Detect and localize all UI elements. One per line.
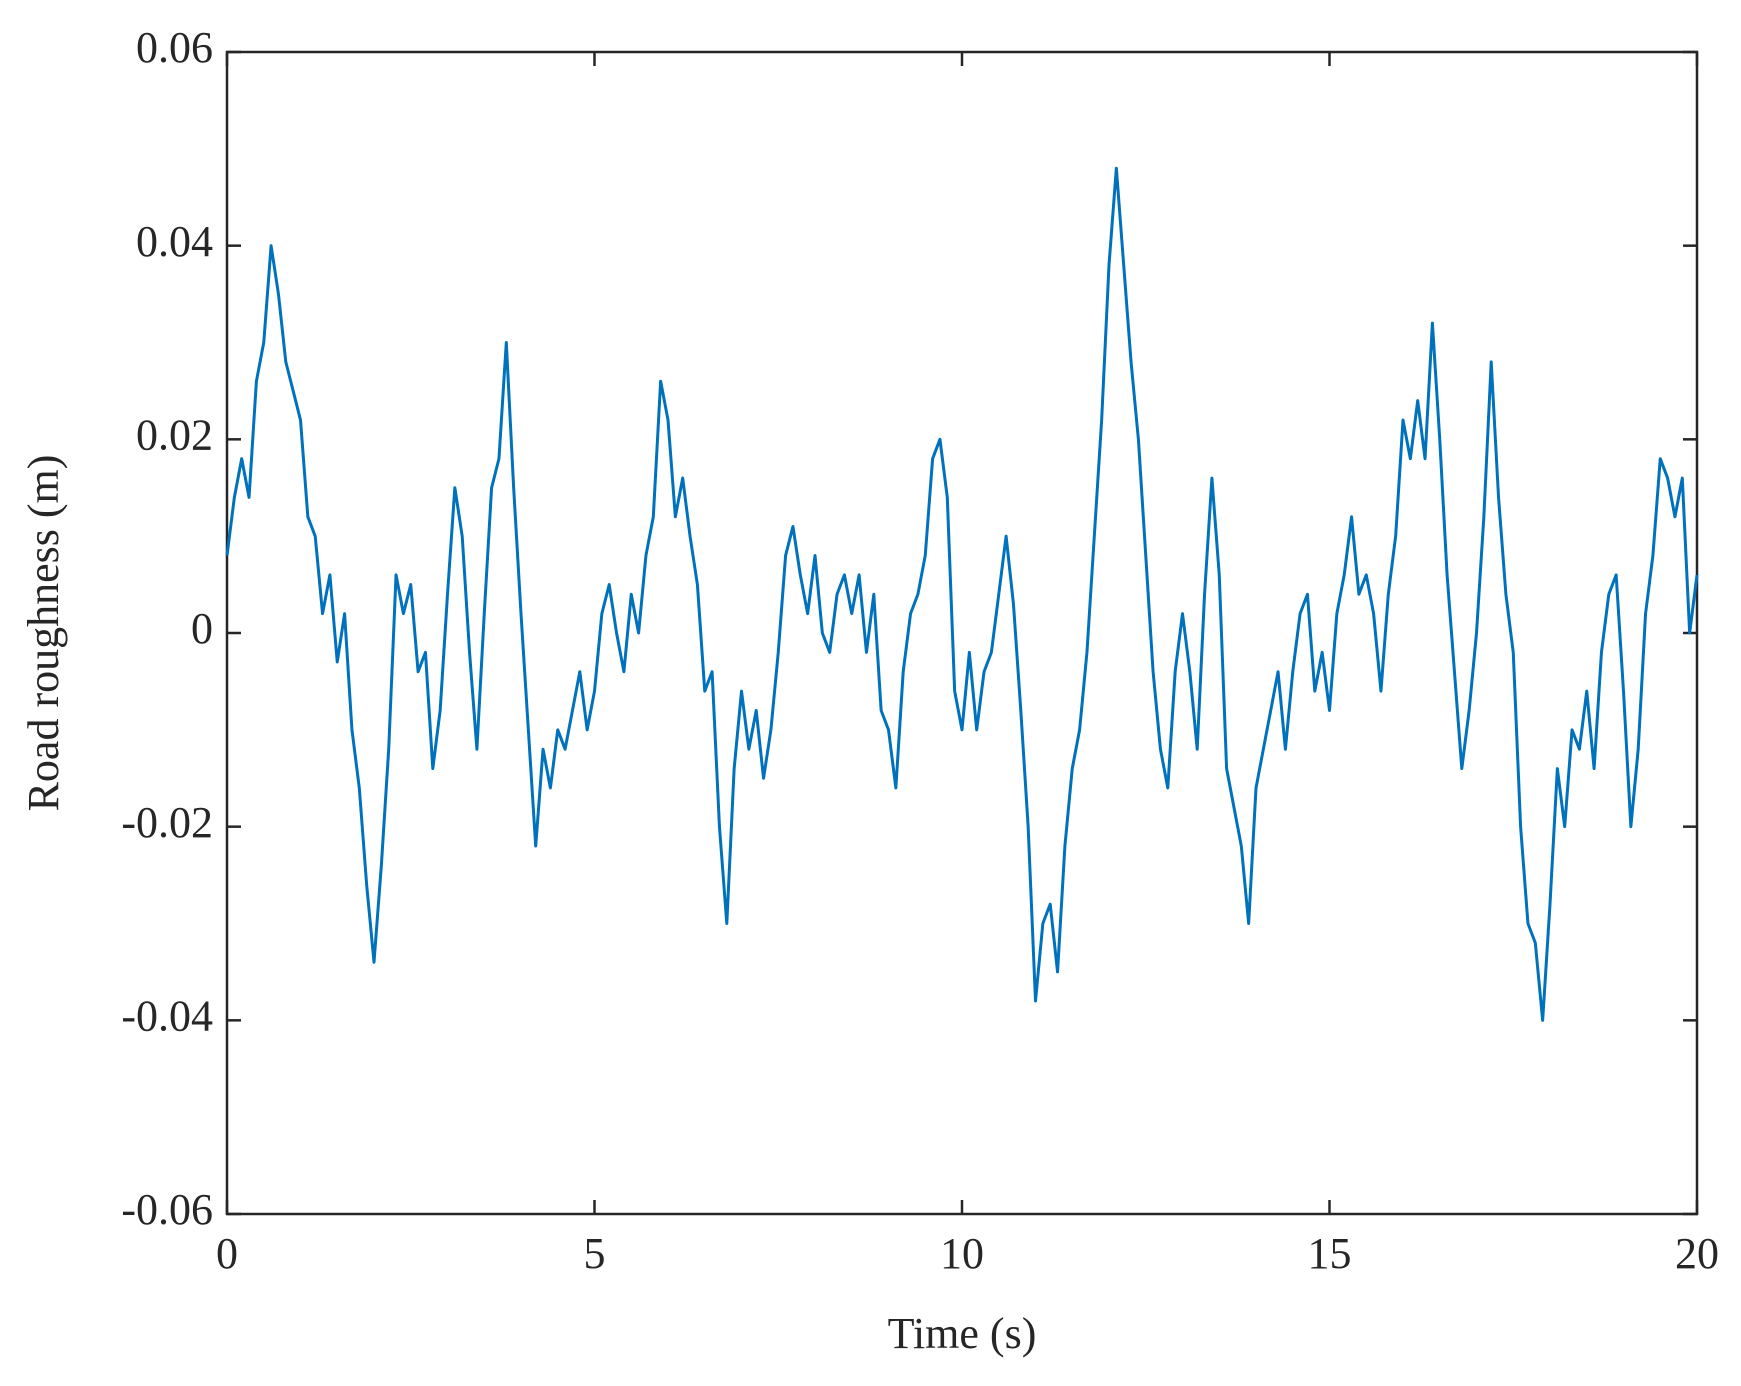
y-axis-label: Road roughness (m) [19, 455, 68, 812]
x-axis-label: Time (s) [888, 1309, 1037, 1358]
y-tick-label: 0.06 [136, 23, 213, 72]
x-tick-label: 5 [584, 1229, 606, 1278]
x-tick-label: 20 [1675, 1229, 1719, 1278]
y-tick-label: -0.02 [121, 798, 213, 847]
data-line [225, 166, 1699, 1022]
y-tick-label: 0.02 [136, 410, 213, 459]
x-tick-label: 0 [216, 1229, 238, 1278]
y-tick-label: -0.04 [121, 991, 213, 1040]
y-tick-label: 0 [191, 604, 213, 653]
x-tick-label: 15 [1308, 1229, 1352, 1278]
x-tick-label: 10 [940, 1229, 984, 1278]
y-tick-label: 0.04 [136, 217, 213, 266]
y-tick-label: -0.06 [121, 1185, 213, 1234]
